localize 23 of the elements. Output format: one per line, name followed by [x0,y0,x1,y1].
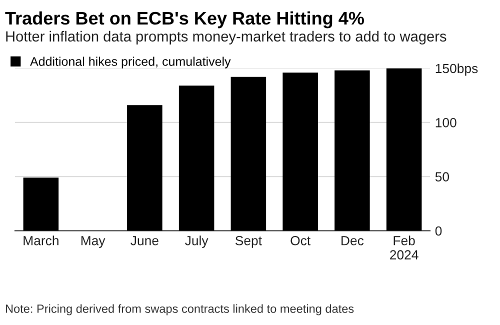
bar [23,178,59,231]
legend-label: Additional hikes priced, cumulatively [30,56,231,68]
bar [334,70,370,231]
y-tick-label: 150bps [436,63,478,76]
x-tick-label: Oct [290,236,310,246]
chart-title: Traders Bet on ECB's Key Rate Hitting 4% [5,11,364,28]
bar [178,86,214,231]
x-tick-label: Feb 2024 [390,236,418,260]
text: Note: Pricing derived from swaps contracts linked to meeting dates [6,304,354,316]
bar [127,105,162,231]
y-tick-label: 100 [436,118,456,128]
y-tick-label: 50 [435,172,450,182]
x-tick-label: May [81,236,106,248]
y-tick-label: 0 [435,226,442,236]
x-tick-label: July [185,236,208,248]
bar [230,76,266,231]
bar [386,68,422,231]
bar [282,72,318,231]
x-tick-label: March [24,236,58,246]
x-tick-label: Sept [235,236,262,248]
chart-subtitle: Hotter inflation data prompts money-market traders to add to wagers [6,30,446,44]
x-tick-label: Dec [342,236,364,246]
x-tick-label: June [130,236,158,246]
